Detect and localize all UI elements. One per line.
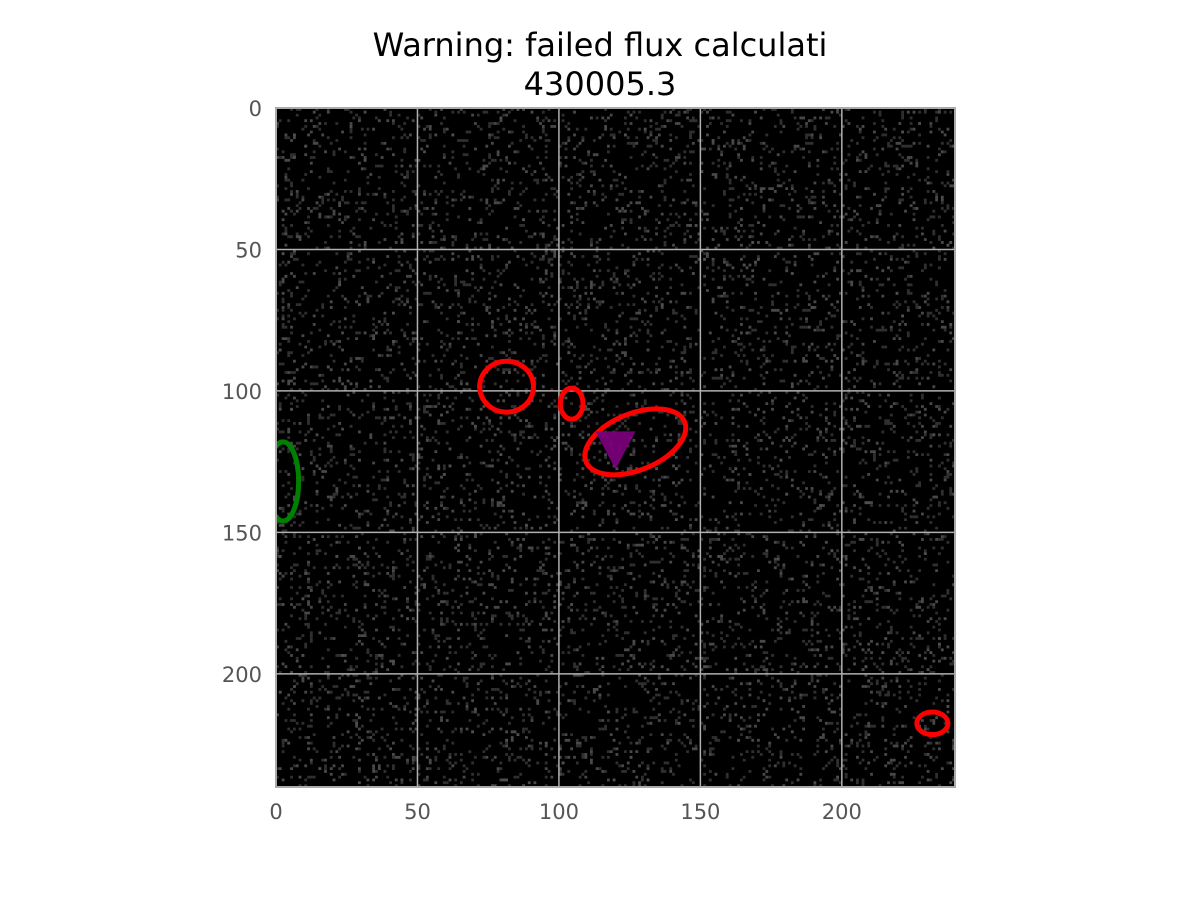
chart-title-line-1: Warning: failed flux calculati xyxy=(372,26,828,64)
axes-frame xyxy=(275,107,956,788)
y-tick-label: 50 xyxy=(235,238,262,262)
aperture-ellipse-3 xyxy=(582,406,689,478)
aperture-ellipse-5 xyxy=(276,439,302,524)
x-tick-label: 100 xyxy=(539,800,579,824)
aperture-ellipse-2 xyxy=(557,385,586,422)
x-tick-label: 150 xyxy=(680,800,720,824)
grid-lines xyxy=(275,107,955,787)
aperture-ellipse-4 xyxy=(914,709,951,738)
x-tick-label: 200 xyxy=(822,800,862,824)
x-axis: 0 50 100 150 200 xyxy=(269,800,862,824)
y-tick-label: 0 xyxy=(249,97,262,121)
y-axis: 0 50 100 150 200 xyxy=(222,97,262,687)
ellipse-layer xyxy=(276,358,951,738)
y-tick-label: 150 xyxy=(222,521,262,545)
x-tick-label: 50 xyxy=(404,800,431,824)
chart-title-line-2: 430005.3 xyxy=(523,65,677,103)
y-tick-label: 100 xyxy=(222,380,262,404)
x-tick-label: 0 xyxy=(269,800,282,824)
y-tick-label: 200 xyxy=(222,663,262,687)
marker-layer xyxy=(595,431,636,470)
aperture-ellipse-1 xyxy=(477,358,536,415)
triangle-down-marker-1 xyxy=(595,431,636,470)
